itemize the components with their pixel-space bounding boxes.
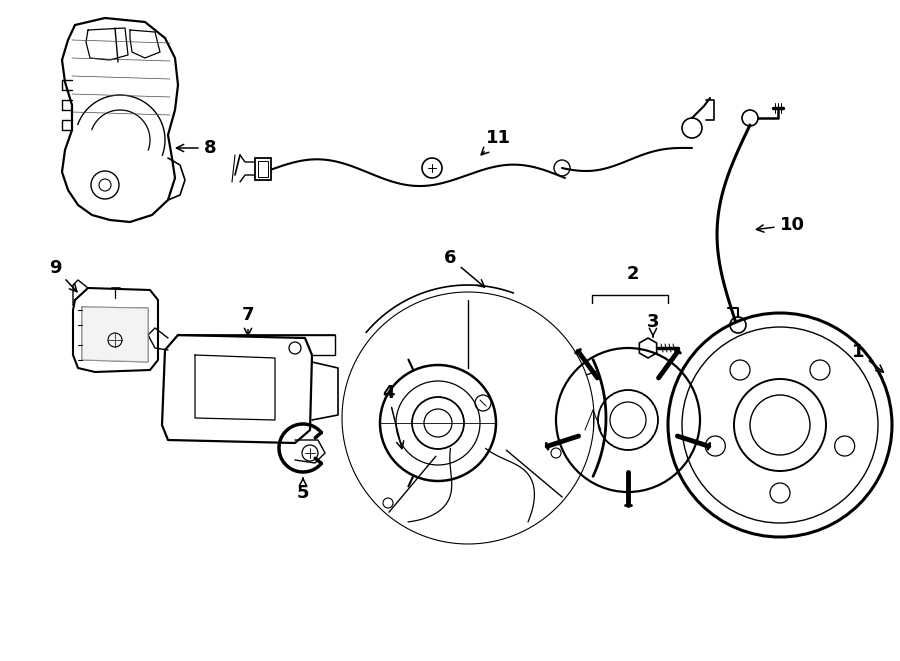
Text: 9: 9	[49, 259, 77, 292]
Text: 1: 1	[851, 343, 884, 372]
Text: 5: 5	[297, 478, 310, 502]
Bar	[258, 161, 268, 177]
Text: 4: 4	[382, 384, 404, 449]
Text: 7: 7	[242, 306, 254, 336]
Bar	[255, 158, 271, 180]
Text: 11: 11	[482, 129, 510, 155]
Polygon shape	[82, 307, 148, 362]
Text: 2: 2	[626, 265, 639, 283]
Text: 3: 3	[647, 313, 659, 336]
Text: 6: 6	[444, 249, 484, 287]
Text: 10: 10	[756, 216, 805, 234]
Text: 8: 8	[176, 139, 216, 157]
